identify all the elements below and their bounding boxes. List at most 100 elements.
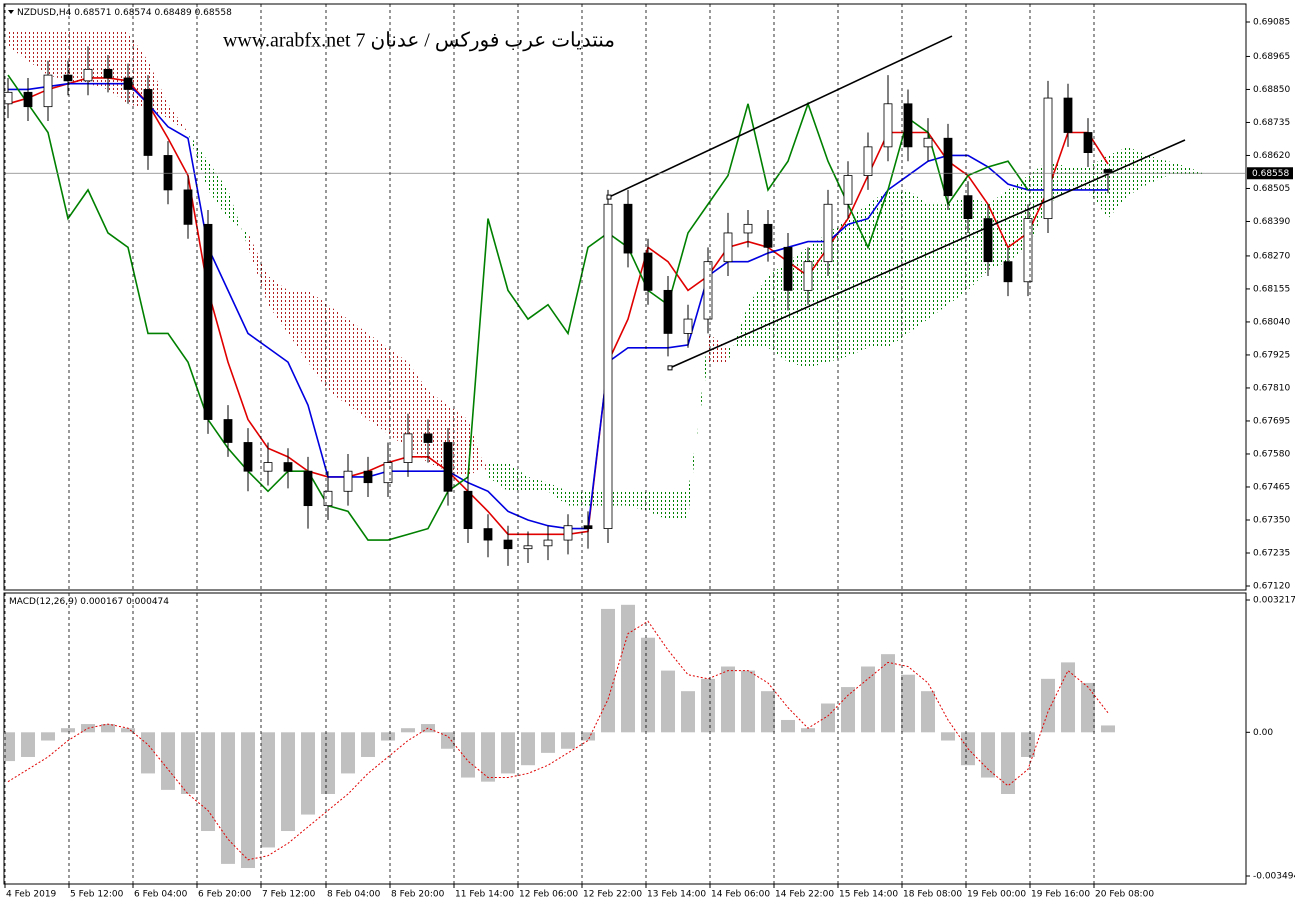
histogram-bar <box>41 732 55 741</box>
histogram-bar <box>481 732 495 782</box>
y-tick-label: 0.00 <box>1253 728 1273 738</box>
candle-body <box>363 470 373 484</box>
macd-header: MACD(12,26,9) 0.000167 0.000474 <box>9 597 169 607</box>
histogram-bar <box>901 674 915 733</box>
candle-body <box>383 462 393 484</box>
histogram-bar <box>401 728 415 733</box>
x-tick-label: 14 Feb 22:00 <box>775 890 834 900</box>
histogram-bar <box>681 691 695 733</box>
cloud <box>508 462 528 492</box>
cloud <box>108 32 128 104</box>
candle-body <box>1023 218 1033 283</box>
cloud <box>948 195 968 305</box>
histogram-bar <box>161 732 175 790</box>
histogram-bar <box>1081 682 1095 733</box>
macd-plot <box>4 604 1115 869</box>
chart-header: NZDUSD,H4 0.68571 0.68574 0.68489 0.6855… <box>17 8 232 18</box>
candle-body <box>603 203 613 529</box>
candle-body <box>503 539 513 550</box>
high: 0.68574 <box>114 8 151 18</box>
cloud <box>668 491 688 520</box>
y-tick-label: 0.67465 <box>1253 482 1290 492</box>
cloud <box>188 132 208 190</box>
candle-body <box>763 223 773 248</box>
candle-body <box>523 545 533 550</box>
candle-body <box>463 490 473 529</box>
price-panel <box>3 3 1247 591</box>
cloud <box>848 204 868 357</box>
histogram-bar <box>321 732 335 794</box>
candle-body <box>803 261 813 291</box>
macd-name: MACD(12,26,9) <box>9 597 77 607</box>
candle-body <box>743 223 753 234</box>
histogram-bar <box>781 719 795 733</box>
candle-body <box>563 525 573 541</box>
histogram-bar <box>221 732 235 864</box>
candle-body <box>103 68 113 79</box>
cloud <box>568 491 588 506</box>
y-tick-label: 0.67925 <box>1253 350 1290 360</box>
y-tick-label: 0.67350 <box>1253 515 1290 525</box>
candle-body <box>963 195 973 220</box>
candle-body <box>63 74 73 82</box>
candle-body <box>183 189 193 225</box>
price-plot <box>4 32 1246 566</box>
candle-body <box>243 442 253 472</box>
histogram-bar <box>441 732 455 749</box>
x-tick-label: 12 Feb 22:00 <box>583 890 642 900</box>
candle-body <box>543 539 553 547</box>
y-tick-label: 0.68850 <box>1253 85 1290 95</box>
cloud <box>1008 175 1028 262</box>
histogram-bar <box>621 604 635 733</box>
candle-body <box>343 470 353 492</box>
histogram-bar <box>561 732 575 749</box>
cloud <box>1168 161 1188 176</box>
candle-body <box>223 419 233 443</box>
candle-body <box>403 433 413 463</box>
cloud <box>608 491 628 506</box>
cloud <box>288 290 308 363</box>
cloud <box>748 276 768 348</box>
cloud <box>228 189 248 248</box>
overlay: 4 Feb 2019 5 Feb 12:00 6 Feb 04:00 6 Feb 20… <box>4 4 1295 900</box>
watermark: منتديات عرب فوركس / عدنان 7 www.arabfx.n… <box>223 30 615 52</box>
y-tick-label: 0.68040 <box>1253 317 1290 327</box>
histogram-bar <box>21 732 35 757</box>
histogram-bar <box>601 608 615 733</box>
x-tick-label: 8 Feb 04:00 <box>327 890 381 900</box>
menu-arrow[interactable] <box>8 10 14 14</box>
histogram-bar <box>1021 732 1035 757</box>
candle-body <box>263 462 273 472</box>
candle-body <box>703 261 713 320</box>
candle-body <box>943 137 953 197</box>
histogram-bar <box>761 691 775 733</box>
y-tick-label: 0.68155 <box>1253 284 1290 294</box>
indicator-line <box>8 82 1108 530</box>
y-tick-label: 0.69085 <box>1253 18 1290 28</box>
cloud <box>828 218 848 363</box>
histogram-bar <box>981 732 995 778</box>
close: 0.68558 <box>195 8 232 18</box>
candle-body <box>323 490 333 507</box>
cloud <box>628 491 648 512</box>
candle-body <box>723 232 733 263</box>
x-tick-label: 4 Feb 2019 <box>6 890 57 900</box>
cloud <box>1108 146 1128 219</box>
x-tick-label: 20 Feb 08:00 <box>1095 890 1154 900</box>
x-tick-label: 7 Feb 12:00 <box>262 890 316 900</box>
histogram-bar <box>61 728 75 733</box>
cloud <box>548 482 568 506</box>
cloud <box>528 476 548 492</box>
candle-body <box>663 289 673 334</box>
candle-body <box>823 203 833 263</box>
histogram-bar <box>341 732 355 774</box>
histogram-bar <box>121 728 135 733</box>
candle-body <box>623 203 633 254</box>
price-label: 0.68558 <box>1252 169 1289 179</box>
cloud <box>968 195 988 291</box>
cloud <box>1148 155 1168 185</box>
signal-value: 0.000474 <box>126 597 169 607</box>
cloud <box>708 333 728 363</box>
candle-body <box>303 470 313 507</box>
y-tick-label: 0.67235 <box>1253 548 1290 558</box>
